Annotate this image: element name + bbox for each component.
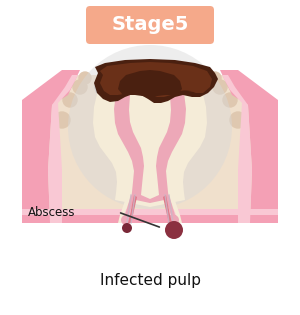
Polygon shape <box>118 195 131 223</box>
Polygon shape <box>220 70 278 223</box>
Circle shape <box>250 107 260 117</box>
Circle shape <box>68 45 232 209</box>
Polygon shape <box>222 75 252 223</box>
Circle shape <box>253 198 267 212</box>
Circle shape <box>165 221 183 239</box>
Polygon shape <box>22 209 278 215</box>
Polygon shape <box>165 195 177 223</box>
Text: Stage5: Stage5 <box>111 15 189 35</box>
Polygon shape <box>128 195 137 223</box>
Polygon shape <box>169 195 182 223</box>
Circle shape <box>239 87 251 99</box>
Circle shape <box>230 112 246 128</box>
Polygon shape <box>163 195 172 223</box>
Polygon shape <box>22 75 278 223</box>
Polygon shape <box>114 77 186 203</box>
Polygon shape <box>100 62 212 97</box>
Circle shape <box>33 150 47 164</box>
Circle shape <box>122 223 132 233</box>
Circle shape <box>169 215 179 225</box>
Text: Abscess: Abscess <box>28 205 76 219</box>
FancyBboxPatch shape <box>86 6 214 44</box>
Circle shape <box>73 80 87 94</box>
Polygon shape <box>94 73 108 93</box>
Circle shape <box>213 80 227 94</box>
Circle shape <box>121 215 131 225</box>
Circle shape <box>63 78 73 88</box>
Circle shape <box>36 127 48 139</box>
Circle shape <box>120 73 130 83</box>
Circle shape <box>209 72 221 84</box>
Polygon shape <box>48 75 78 223</box>
Circle shape <box>252 127 264 139</box>
Text: Infected pulp: Infected pulp <box>100 272 200 288</box>
Circle shape <box>190 72 200 82</box>
Circle shape <box>33 198 47 212</box>
Polygon shape <box>129 80 171 199</box>
Circle shape <box>100 72 110 82</box>
Circle shape <box>63 93 77 107</box>
Polygon shape <box>22 209 278 223</box>
Circle shape <box>256 174 268 186</box>
Polygon shape <box>192 73 206 93</box>
Polygon shape <box>94 59 218 103</box>
Polygon shape <box>22 70 80 223</box>
Circle shape <box>253 150 267 164</box>
Polygon shape <box>93 75 207 207</box>
Polygon shape <box>104 65 202 95</box>
Circle shape <box>227 78 237 88</box>
Polygon shape <box>123 195 135 223</box>
Circle shape <box>49 87 61 99</box>
Circle shape <box>170 73 180 83</box>
Circle shape <box>40 107 50 117</box>
Circle shape <box>145 72 155 82</box>
Circle shape <box>79 72 91 84</box>
Circle shape <box>32 174 44 186</box>
Circle shape <box>54 112 70 128</box>
Circle shape <box>223 93 237 107</box>
Polygon shape <box>118 70 182 97</box>
